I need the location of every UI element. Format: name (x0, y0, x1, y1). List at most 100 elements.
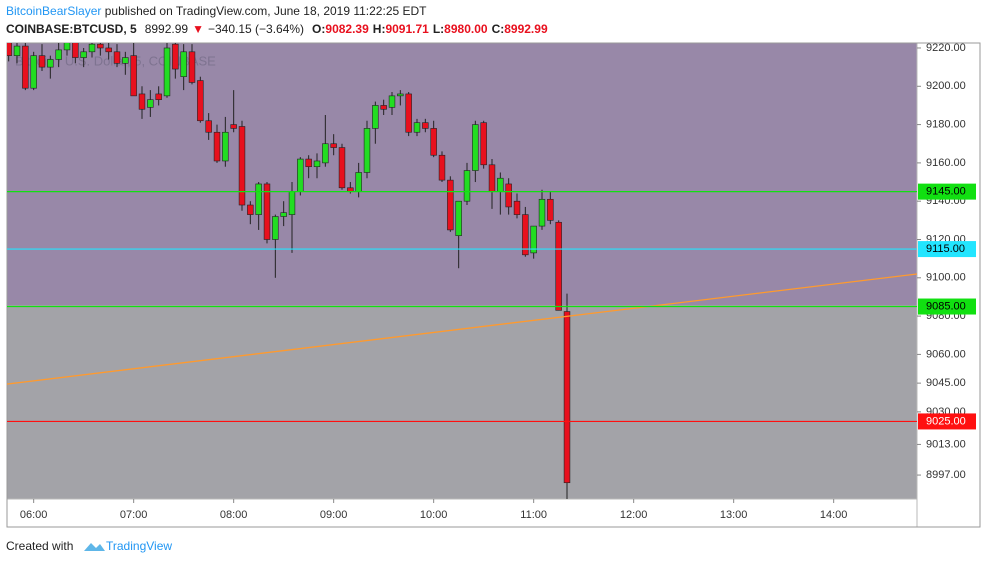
footer-brand[interactable]: TradingView (106, 539, 172, 553)
candle-body (172, 43, 179, 70)
candle-body (463, 170, 471, 202)
x-tick-label: 13:00 (720, 509, 748, 521)
down-arrow: ▼ (192, 22, 204, 36)
ohlc-value: 8992.99 (504, 22, 548, 36)
candle-body (247, 204, 254, 215)
level-label-bg (918, 241, 976, 258)
candle-body (222, 131, 229, 162)
candle-body (522, 214, 529, 256)
y-tick-label: 9013.00 (926, 438, 966, 450)
candle-body (55, 49, 62, 60)
candle-body (538, 198, 546, 227)
candle-body (288, 191, 296, 215)
candle-body (305, 158, 312, 168)
x-tick-label: 14:00 (820, 509, 848, 521)
y-tick-label: 9060.00 (926, 348, 966, 360)
candle-body (213, 131, 221, 162)
candle-body (397, 93, 404, 97)
candle-body (330, 143, 337, 148)
candle-body (338, 147, 346, 189)
x-tick-label: 07:00 (120, 509, 148, 521)
zone-bg (7, 43, 917, 305)
candle-body (405, 93, 412, 133)
candle-body (263, 183, 271, 240)
published: published on TradingView.com, June 18, 2… (101, 4, 427, 18)
ohlc-label: L: (433, 22, 444, 36)
frame (6, 42, 981, 528)
x-tick-label: 11:00 (520, 509, 547, 521)
candle-body (380, 105, 387, 110)
last-price: 8992.99 (145, 22, 189, 36)
ohlc-value: 9091.71 (385, 22, 429, 36)
candle-body (547, 198, 554, 221)
level-label: 9115.00 (926, 243, 965, 255)
candle-body (372, 105, 379, 129)
candle-body (113, 51, 121, 64)
candle-body (155, 93, 162, 100)
candle-body (480, 122, 487, 166)
candle-body (563, 311, 571, 484)
candle-body (313, 160, 321, 168)
y-tick-label: 8997.00 (926, 469, 966, 481)
candle-body (488, 164, 496, 192)
candle-body (505, 183, 512, 208)
header-title: BitcoinBearSlayer published on TradingVi… (6, 4, 427, 18)
candle-body (72, 43, 79, 58)
author[interactable]: BitcoinBearSlayer (6, 4, 101, 18)
candle-body (105, 47, 112, 53)
level-label: 9085.00 (926, 300, 966, 312)
candle-body (438, 154, 446, 181)
y-tick-label: 9220.00 (926, 42, 966, 54)
ohlc-label: H: (373, 22, 386, 36)
candle-body (205, 120, 212, 133)
candle-body (7, 43, 12, 56)
ohlc-value: 8980.00 (444, 22, 488, 36)
candle-body (513, 200, 521, 215)
time-axis (6, 498, 918, 528)
candle-body (22, 45, 29, 89)
candle-body (530, 225, 537, 254)
candle-body (272, 216, 279, 240)
candle-body (255, 183, 262, 215)
candle-body (188, 51, 196, 83)
candle-body (180, 51, 187, 78)
logo (84, 543, 105, 551)
candle-body (88, 43, 96, 53)
price-axis (916, 42, 981, 528)
candle-body (63, 43, 71, 51)
candle-body (30, 55, 37, 89)
change: −340.15 (−3.64%) (208, 22, 304, 36)
ohlc-value: 9082.39 (325, 22, 369, 36)
candle-body (388, 95, 396, 108)
ohlc-label: C: (492, 22, 505, 36)
symbol: COINBASE:BTCUSD, 5 (6, 22, 137, 36)
x-tick-label: 10:00 (420, 509, 448, 521)
candle-body (147, 99, 154, 108)
candle-body (430, 128, 437, 156)
symbol-line: COINBASE:BTCUSD, 5 8992.99 ▼ −340.15 (−3.64… (6, 22, 548, 36)
level-label: 9145.00 (926, 186, 966, 198)
y-tick-label: 9180.00 (926, 118, 966, 130)
candle-body (13, 45, 21, 56)
candle-body (130, 55, 137, 97)
footer: Created with (6, 539, 73, 553)
candle-body (413, 122, 421, 133)
y-tick-label: 9100.00 (926, 272, 966, 284)
level-label-bg (918, 298, 976, 315)
candle-body (197, 80, 204, 122)
x-tick-label: 12:00 (620, 509, 648, 521)
x-tick-label: 06:00 (20, 509, 48, 521)
candle-body (472, 124, 479, 171)
candle-body (47, 59, 54, 68)
ohlc-label: O: (312, 22, 325, 36)
candle-body (138, 93, 146, 110)
level-label-bg (918, 183, 976, 200)
level-label-bg (918, 413, 976, 430)
candle-body (297, 158, 304, 192)
candle-body (230, 124, 237, 129)
candle-body (38, 55, 46, 68)
level-label: 9025.00 (926, 415, 966, 427)
candle-body (363, 128, 371, 173)
candle-body (122, 57, 129, 64)
